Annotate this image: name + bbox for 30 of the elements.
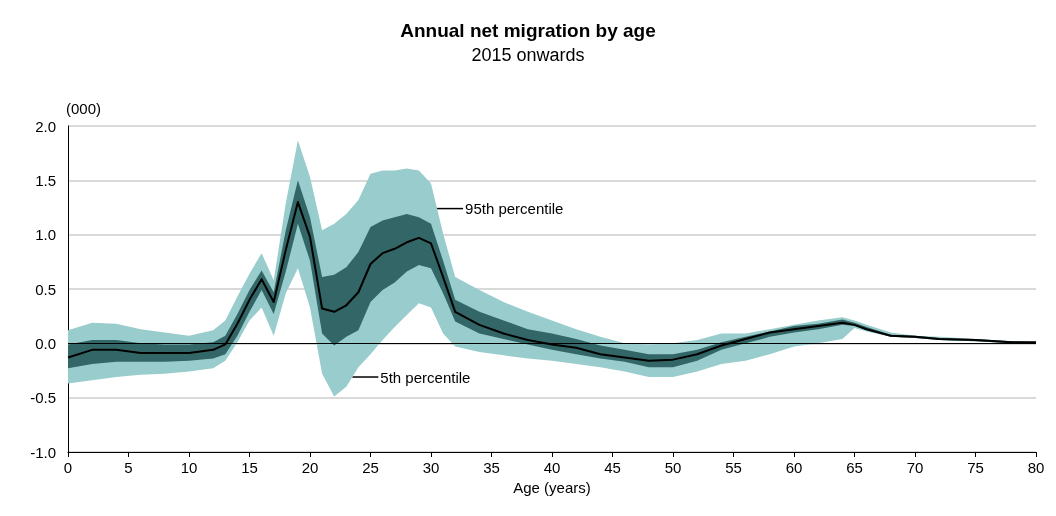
y-tick-label: 1.0: [35, 226, 56, 244]
x-tick-label: 40: [543, 459, 561, 476]
x-tick-label: 60: [785, 459, 803, 476]
x-tick-label: 65: [846, 459, 863, 476]
y-axis-title: (000): [66, 100, 102, 117]
y-tick-label: 2.0: [35, 117, 56, 135]
y-tick-label: 1.5: [35, 171, 56, 189]
x-tick-label: 30: [422, 459, 440, 476]
x-tick-label: 35: [483, 459, 500, 476]
y-tick-label: -0.5: [30, 389, 56, 407]
x-tick-label: 80: [1027, 459, 1045, 476]
annotation: 5th percentile: [380, 368, 471, 386]
y-tick-label: -1.0: [30, 443, 56, 461]
y-tick-label: 0.0: [35, 334, 56, 352]
x-tick-label: 5: [124, 459, 133, 476]
chart-subtitle: 2015 onwards: [471, 45, 585, 65]
x-tick-label: 45: [604, 459, 621, 476]
x-tick-label: 55: [725, 459, 742, 476]
x-tick-label: 0: [63, 459, 73, 476]
x-axis-title: Age (years): [513, 479, 591, 496]
x-tick-label: 25: [362, 459, 379, 476]
y-tick-label: 0.5: [35, 280, 56, 298]
x-tick-label: 50: [664, 459, 682, 476]
chart-title: Annual net migration by age: [400, 20, 656, 41]
x-tick-label: 15: [241, 459, 258, 476]
x-tick-label: 20: [301, 459, 319, 476]
x-tick-label: 70: [906, 459, 924, 476]
x-tick-label: 10: [180, 459, 198, 476]
annotation: 95th percentile: [465, 200, 564, 218]
x-tick-label: 75: [967, 459, 984, 476]
